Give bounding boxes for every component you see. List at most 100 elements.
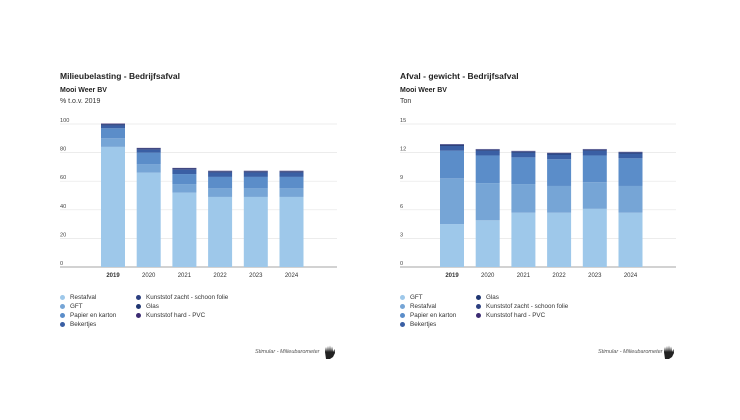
y-tick-label: 0 bbox=[60, 261, 63, 267]
x-tick-label: 2020 bbox=[481, 273, 495, 279]
bar-segment bbox=[279, 196, 304, 267]
bar-segment bbox=[208, 176, 233, 189]
source-label: Stimular - Milieubarometer bbox=[255, 349, 320, 355]
bar-segment bbox=[475, 220, 500, 267]
legend-column: Glas Kunststof zacht - schoon folie Kunsts… bbox=[476, 293, 596, 320]
legend-swatch bbox=[136, 304, 141, 309]
bar-segment bbox=[172, 169, 197, 170]
bar-segment bbox=[279, 188, 304, 197]
bar-segment bbox=[101, 128, 125, 139]
bar-segment bbox=[136, 172, 161, 267]
legend-swatch bbox=[60, 304, 65, 309]
source-label: Stimular - Milieubarometer bbox=[598, 349, 663, 355]
bar-segment bbox=[475, 155, 500, 184]
legend-label: GFT bbox=[410, 294, 423, 301]
bar-segment bbox=[547, 185, 572, 213]
bar-segment bbox=[208, 172, 233, 177]
y-tick-label: 60 bbox=[60, 175, 66, 181]
bar-segment bbox=[582, 208, 607, 267]
legend-label: Papier en karton bbox=[70, 312, 117, 319]
chart-title: Milieubelasting - Bedrijfsafval bbox=[60, 71, 180, 81]
x-tick-label: 2022 bbox=[552, 273, 566, 279]
bar-segment bbox=[279, 176, 304, 189]
bar-segment bbox=[172, 168, 197, 170]
y-tick-label: 12 bbox=[400, 147, 406, 153]
chart-title: Afval - gewicht - Bedrijfsafval bbox=[400, 71, 519, 81]
bar-segment bbox=[279, 171, 304, 173]
bar-segment bbox=[136, 149, 161, 153]
x-tick-label: 2023 bbox=[249, 273, 263, 279]
legend-column: Restafval GFT Papier en karton Bekertjes bbox=[60, 293, 180, 329]
bar-segment bbox=[618, 152, 643, 154]
hand-logo-icon bbox=[325, 345, 335, 359]
legend-swatch bbox=[60, 313, 65, 318]
bar-segment bbox=[101, 138, 125, 147]
legend-item: GFT bbox=[60, 302, 180, 311]
legend-item: Kunststof zacht - schoon folie bbox=[476, 302, 596, 311]
legend-swatch bbox=[60, 295, 65, 300]
chart-subtitle: Mooi Weer BV bbox=[400, 87, 447, 94]
bar-segment bbox=[101, 146, 125, 267]
legend-item: Kunststof zacht - schoon folie bbox=[136, 293, 256, 302]
y-tick-label: 6 bbox=[400, 204, 403, 210]
legend-item: Bekertjes bbox=[60, 320, 180, 329]
y-tick-label: 100 bbox=[60, 118, 69, 124]
legend-item: Papier en karton bbox=[400, 311, 520, 320]
bar-segment bbox=[172, 192, 197, 267]
legend-item: Glas bbox=[476, 293, 596, 302]
bar-segment bbox=[618, 212, 643, 267]
bar-segment bbox=[208, 171, 233, 173]
legend-label: Restafval bbox=[70, 294, 97, 301]
legend-label: Glas bbox=[146, 303, 159, 310]
bar-segment bbox=[136, 148, 161, 150]
legend-item: Kunststof hard - PVC bbox=[476, 311, 596, 320]
legend-swatch bbox=[476, 295, 481, 300]
legend-swatch bbox=[136, 295, 141, 300]
bar-segment bbox=[243, 188, 268, 197]
bar-segment bbox=[172, 169, 197, 175]
x-tick-label: 2023 bbox=[588, 273, 602, 279]
legend-swatch bbox=[60, 322, 65, 327]
legend-swatch bbox=[400, 313, 405, 318]
x-tick-label: 2024 bbox=[285, 273, 299, 279]
legend-label: Kunststof zacht - schoon folie bbox=[486, 303, 569, 310]
bar-segment bbox=[547, 212, 572, 267]
legend-item: Glas bbox=[136, 302, 256, 311]
legend-item: GFT bbox=[400, 293, 520, 302]
bar-segment bbox=[101, 125, 125, 129]
chart-unit: % t.o.v. 2019 bbox=[60, 98, 101, 105]
legend-swatch bbox=[400, 295, 405, 300]
bar-segment bbox=[475, 183, 500, 221]
bar-segment bbox=[243, 171, 268, 173]
x-tick-label: 2024 bbox=[624, 273, 638, 279]
y-tick-label: 40 bbox=[60, 204, 66, 210]
bar-segment bbox=[582, 182, 607, 209]
bar-segment bbox=[440, 150, 464, 179]
bar-segment bbox=[440, 144, 464, 146]
bar-segment bbox=[208, 196, 233, 267]
y-tick-label: 80 bbox=[60, 147, 66, 153]
bar-segment bbox=[208, 188, 233, 197]
legend-label: Kunststof hard - PVC bbox=[486, 312, 546, 319]
bar-segment bbox=[511, 212, 536, 267]
bar-segment bbox=[101, 124, 125, 125]
legend-label: Restafval bbox=[410, 303, 437, 310]
bar-segment bbox=[547, 154, 572, 160]
legend-swatch bbox=[400, 322, 405, 327]
legend-label: Papier en karton bbox=[410, 312, 457, 319]
chart-unit: Ton bbox=[400, 98, 412, 105]
legend-item: Kunststof hard - PVC bbox=[136, 311, 256, 320]
bar-segment bbox=[618, 185, 643, 213]
y-tick-label: 20 bbox=[60, 232, 66, 238]
legend-item: Papier en karton bbox=[60, 311, 180, 320]
bar-segment bbox=[511, 157, 536, 185]
bar-segment bbox=[475, 150, 500, 156]
legend-item: Restafval bbox=[400, 302, 520, 311]
legend-item: Restafval bbox=[60, 293, 180, 302]
bar-segment bbox=[279, 171, 304, 172]
legend-column: GFT Restafval Papier en karton Bekertjes bbox=[400, 293, 520, 329]
bar-segment bbox=[440, 224, 464, 267]
bar-segment bbox=[243, 196, 268, 267]
x-tick-label: 2019 bbox=[445, 273, 459, 279]
legend-column: Kunststof zacht - schoon folie Glas Kunsts… bbox=[136, 293, 256, 320]
